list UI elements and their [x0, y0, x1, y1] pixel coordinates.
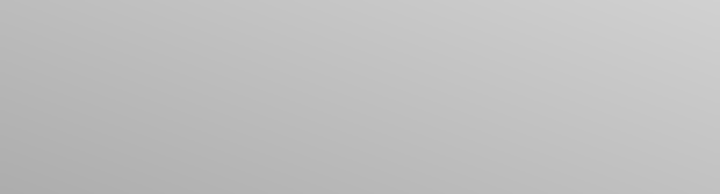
Text: Iron- Carbon Phase Diagram: Iron- Carbon Phase Diagram — [148, 174, 359, 187]
Text: Q4: For a 98 wt% Fe-2 wt% C at a temperature 700 °C, determine the following:: Q4: For a 98 wt% Fe-2 wt% C at a tempera… — [16, 19, 549, 32]
Text: d) Specify the following on: d) Specify the following on — [16, 174, 198, 187]
Text: a) The Number and types of The Phases Present.: a) The Number and types of The Phases Pr… — [16, 57, 342, 71]
Text: c)Draw  The Microstructure Of Phases Present At This Point And What is The React: c)Draw The Microstructure Of Phases Pres… — [16, 135, 616, 148]
Text: : (γ+ L) phase, Eutectoid Reaction: : (γ+ L) phase, Eutectoid Reaction — [351, 174, 582, 187]
Polygon shape — [613, 147, 720, 194]
Text: b) The Amount Of Phases Present in Grams That forms per 100 G.: b) The Amount Of Phases Present in Grams… — [16, 96, 455, 109]
